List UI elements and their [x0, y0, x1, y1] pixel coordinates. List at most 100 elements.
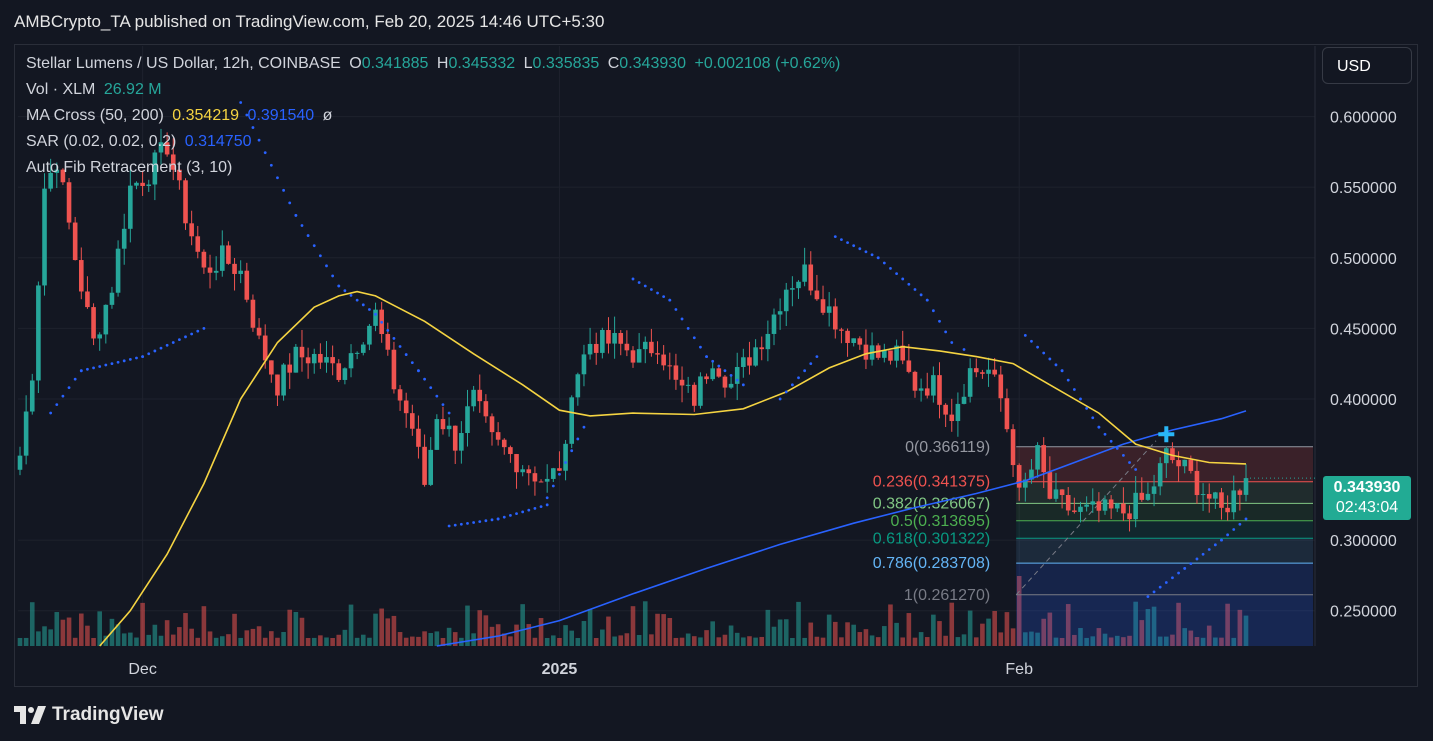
volume-bar	[1151, 606, 1157, 646]
sar-dot	[141, 355, 145, 358]
candle-body	[416, 428, 421, 447]
candle-body	[851, 338, 856, 343]
sar-dot	[288, 201, 292, 205]
volume-bar	[575, 637, 581, 646]
candle-body	[820, 299, 826, 313]
candle-body	[1231, 490, 1237, 513]
sar-dot	[962, 348, 966, 351]
volume-bar	[783, 619, 789, 646]
fib-level-label: 0.786(0.283708)	[873, 555, 990, 572]
candle-body	[1213, 492, 1218, 499]
sar-dot	[931, 309, 935, 313]
volume-bar	[538, 618, 544, 646]
sar-dot	[502, 515, 506, 519]
candle-body	[618, 333, 624, 344]
volume-bar	[354, 637, 360, 646]
candle-body	[250, 299, 256, 328]
volume-bar	[342, 629, 348, 646]
candle-body	[311, 353, 317, 364]
volume-bar	[931, 614, 936, 646]
volume-bar	[348, 604, 354, 646]
sar-dot	[864, 250, 868, 254]
sar-dot	[294, 214, 298, 217]
sar-dot	[49, 411, 53, 415]
legend-ma-row[interactable]: MA Cross (50, 200) 0.354219 0.391540 ø	[26, 107, 336, 125]
sar-dot	[551, 484, 555, 488]
candle-body	[771, 314, 777, 334]
candle-body	[275, 374, 280, 396]
candle-body	[1151, 486, 1157, 494]
legend-fib-row[interactable]: Auto Fib Retracement (3, 10)	[26, 159, 236, 177]
candle-body	[385, 334, 391, 350]
candle-body	[342, 368, 348, 380]
volume-bar	[477, 610, 483, 646]
legend-symbol[interactable]: Stellar Lumens / US Dollar, 12h, COINBAS…	[26, 55, 341, 72]
volume-bar	[894, 622, 899, 646]
volume-bar	[1016, 576, 1022, 646]
sar-dot	[1023, 334, 1027, 337]
volume-bar	[728, 625, 734, 646]
volume-bar	[618, 635, 624, 646]
candle-body	[900, 345, 906, 361]
candle-body	[1084, 504, 1089, 507]
sar-dot	[386, 328, 390, 332]
sar-dot	[852, 244, 856, 248]
candle-body	[1047, 472, 1053, 499]
volume-bar	[826, 614, 832, 646]
volume-bar	[164, 620, 170, 646]
candle-body	[465, 406, 470, 434]
volume-bar	[1127, 635, 1132, 646]
candle-body	[128, 185, 133, 229]
legend-l-label: L	[523, 55, 533, 72]
volume-bar	[1121, 637, 1126, 646]
sar-dot	[86, 367, 89, 371]
sar-dot	[545, 503, 549, 507]
fib-zone	[1016, 481, 1313, 504]
legend-ma200-value: 0.391540	[247, 107, 315, 124]
candle-body	[121, 228, 127, 249]
sar-dot	[1115, 446, 1119, 450]
legend-ma-label: MA Cross (50, 200)	[26, 107, 164, 124]
volume-bar	[973, 637, 979, 646]
volume-bar	[115, 624, 121, 646]
sar-dot	[705, 355, 708, 358]
candle-body	[998, 374, 1004, 399]
candle-body	[882, 350, 887, 358]
sar-dot	[576, 437, 580, 441]
sar-dot	[815, 355, 819, 358]
sar-dot	[539, 505, 543, 508]
sar-dot	[1158, 585, 1162, 589]
legend-sar-row[interactable]: SAR (0.02, 0.02, 0.2) 0.314750	[26, 133, 256, 151]
sar-dot	[343, 289, 347, 293]
candle-body	[103, 304, 109, 335]
volume-bar	[1225, 603, 1230, 646]
candle-body	[1065, 495, 1071, 511]
currency-button[interactable]: USD	[1322, 47, 1412, 84]
candle-body	[906, 360, 912, 372]
sar-dot	[1189, 562, 1193, 566]
candle-body	[814, 290, 820, 300]
candle-body	[538, 481, 544, 483]
sar-dot	[790, 383, 794, 387]
candle-body	[759, 347, 765, 350]
candle-body	[924, 388, 930, 396]
candle-body	[575, 374, 581, 398]
fib-level-label: 1(0.261270)	[904, 587, 990, 604]
tradingview-footer[interactable]: TradingView	[14, 704, 164, 726]
candle-body	[97, 334, 102, 339]
volume-bar	[201, 606, 207, 646]
candle-body	[501, 439, 507, 448]
candle-body	[1004, 398, 1010, 430]
candle-body	[520, 469, 525, 473]
x-tick-label: Dec	[128, 661, 156, 678]
candle-body	[973, 368, 979, 373]
volume-bar	[360, 634, 366, 646]
legend-volume-row[interactable]: Vol · XLM 26.92 M	[26, 81, 166, 99]
candle-body	[79, 260, 84, 292]
fib-level-label: 0.5(0.313695)	[891, 513, 991, 530]
sar-dot	[784, 390, 788, 394]
sar-dot	[692, 336, 696, 340]
sar-dot	[202, 326, 206, 330]
candle-body	[201, 251, 207, 268]
